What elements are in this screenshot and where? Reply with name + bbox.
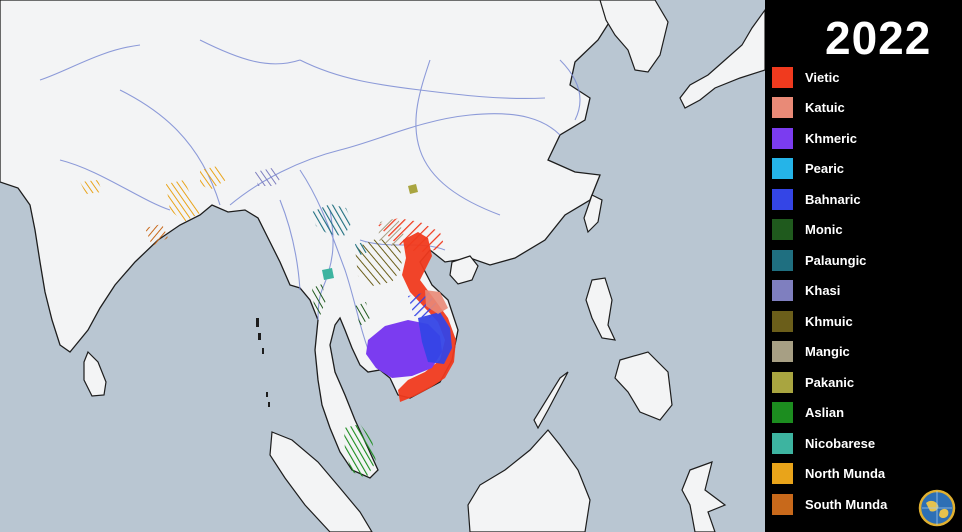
region-mangic — [378, 218, 404, 246]
region-monic — [312, 284, 326, 316]
legend-swatch — [772, 188, 793, 210]
legend-label: Palaungic — [805, 252, 867, 268]
legend-label: Aslian — [805, 405, 845, 421]
legend-swatch — [772, 97, 793, 119]
landmass-philippines-luzon — [585, 277, 617, 341]
region-aslian — [344, 424, 376, 478]
landmass-palawan — [533, 371, 569, 430]
region-palaungic — [312, 204, 352, 236]
map-canvas — [0, 0, 765, 532]
region-north-munda-west — [80, 180, 102, 194]
landmass-taiwan — [583, 194, 603, 234]
legend-swatch — [772, 219, 793, 241]
legend-label: Monic — [805, 222, 843, 238]
legend-item-vietic: Vietic — [772, 62, 887, 93]
landmass-sulawesi — [681, 461, 727, 532]
legend-item-aslian: Aslian — [772, 398, 887, 429]
legend-label: Pearic — [805, 161, 845, 177]
legend-item-south-munda: South Munda — [772, 489, 887, 520]
landmass-sri-lanka — [83, 350, 107, 397]
legend-swatch — [772, 310, 793, 332]
landmass-mainland — [0, 0, 613, 479]
legend-label: North Munda — [805, 466, 886, 482]
region-monic-east — [355, 302, 370, 326]
legend-item-pearic: Pearic — [772, 154, 887, 185]
region-katuic — [425, 290, 448, 314]
legend-item-khmuic: Khmuic — [772, 306, 887, 337]
globe-icon — [918, 489, 956, 527]
legend-swatch — [772, 127, 793, 149]
region-south-munda — [145, 224, 168, 246]
legend-item-palaungic: Palaungic — [772, 245, 887, 276]
region-north-munda-east — [200, 166, 226, 190]
region-north-munda-central — [166, 180, 202, 222]
legend-item-pakanic: Pakanic — [772, 367, 887, 398]
legend-swatch — [772, 371, 793, 393]
legend-panel — [765, 0, 962, 532]
legend-label: Mangic — [805, 344, 850, 360]
legend-label: Katuic — [805, 100, 845, 116]
landmass-korea — [599, 0, 669, 73]
legend-swatch — [772, 249, 793, 271]
landmass-japan — [679, 8, 765, 109]
legend-swatch — [772, 432, 793, 454]
legend-label: South Munda — [805, 496, 888, 512]
legend-swatch — [772, 66, 793, 88]
region-bahnaric — [418, 312, 452, 364]
legend-swatch — [772, 402, 793, 424]
legend-label: Khasi — [805, 283, 841, 299]
landmass-hainan — [449, 255, 479, 285]
landmass-borneo — [467, 429, 591, 532]
landmass-sumatra — [269, 431, 373, 532]
region-palaungic-south — [355, 242, 368, 256]
legend-label: Nicobarese — [805, 435, 876, 451]
legend-swatch — [772, 463, 793, 485]
legend-swatch — [772, 280, 793, 302]
legend: Vietic Katuic Khmeric Pearic Bahnaric Monic Pa… — [772, 62, 887, 520]
legend-item-katuic: Katuic — [772, 93, 887, 124]
region-pakanic — [408, 184, 418, 194]
legend-item-bahnaric: Bahnaric — [772, 184, 887, 215]
legend-item-north-munda: North Munda — [772, 459, 887, 490]
legend-label: Vietic — [805, 69, 840, 85]
legend-swatch — [772, 341, 793, 363]
landmass-philippines-south — [614, 351, 673, 421]
legend-item-monic: Monic — [772, 215, 887, 246]
region-khasi — [255, 168, 282, 186]
year-label: 2022 — [825, 12, 932, 64]
legend-swatch — [772, 158, 793, 180]
legend-item-mangic: Mangic — [772, 337, 887, 368]
legend-swatch — [772, 493, 793, 515]
legend-label: Bahnaric — [805, 191, 861, 207]
legend-label: Khmeric — [805, 130, 858, 146]
legend-item-khmeric: Khmeric — [772, 123, 887, 154]
region-nicobarese — [322, 268, 334, 280]
legend-item-nicobarese: Nicobarese — [772, 428, 887, 459]
legend-label: Khmuic — [805, 313, 853, 329]
legend-item-khasi: Khasi — [772, 276, 887, 307]
legend-label: Pakanic — [805, 374, 855, 390]
andaman-nicobar-islands — [256, 318, 270, 407]
